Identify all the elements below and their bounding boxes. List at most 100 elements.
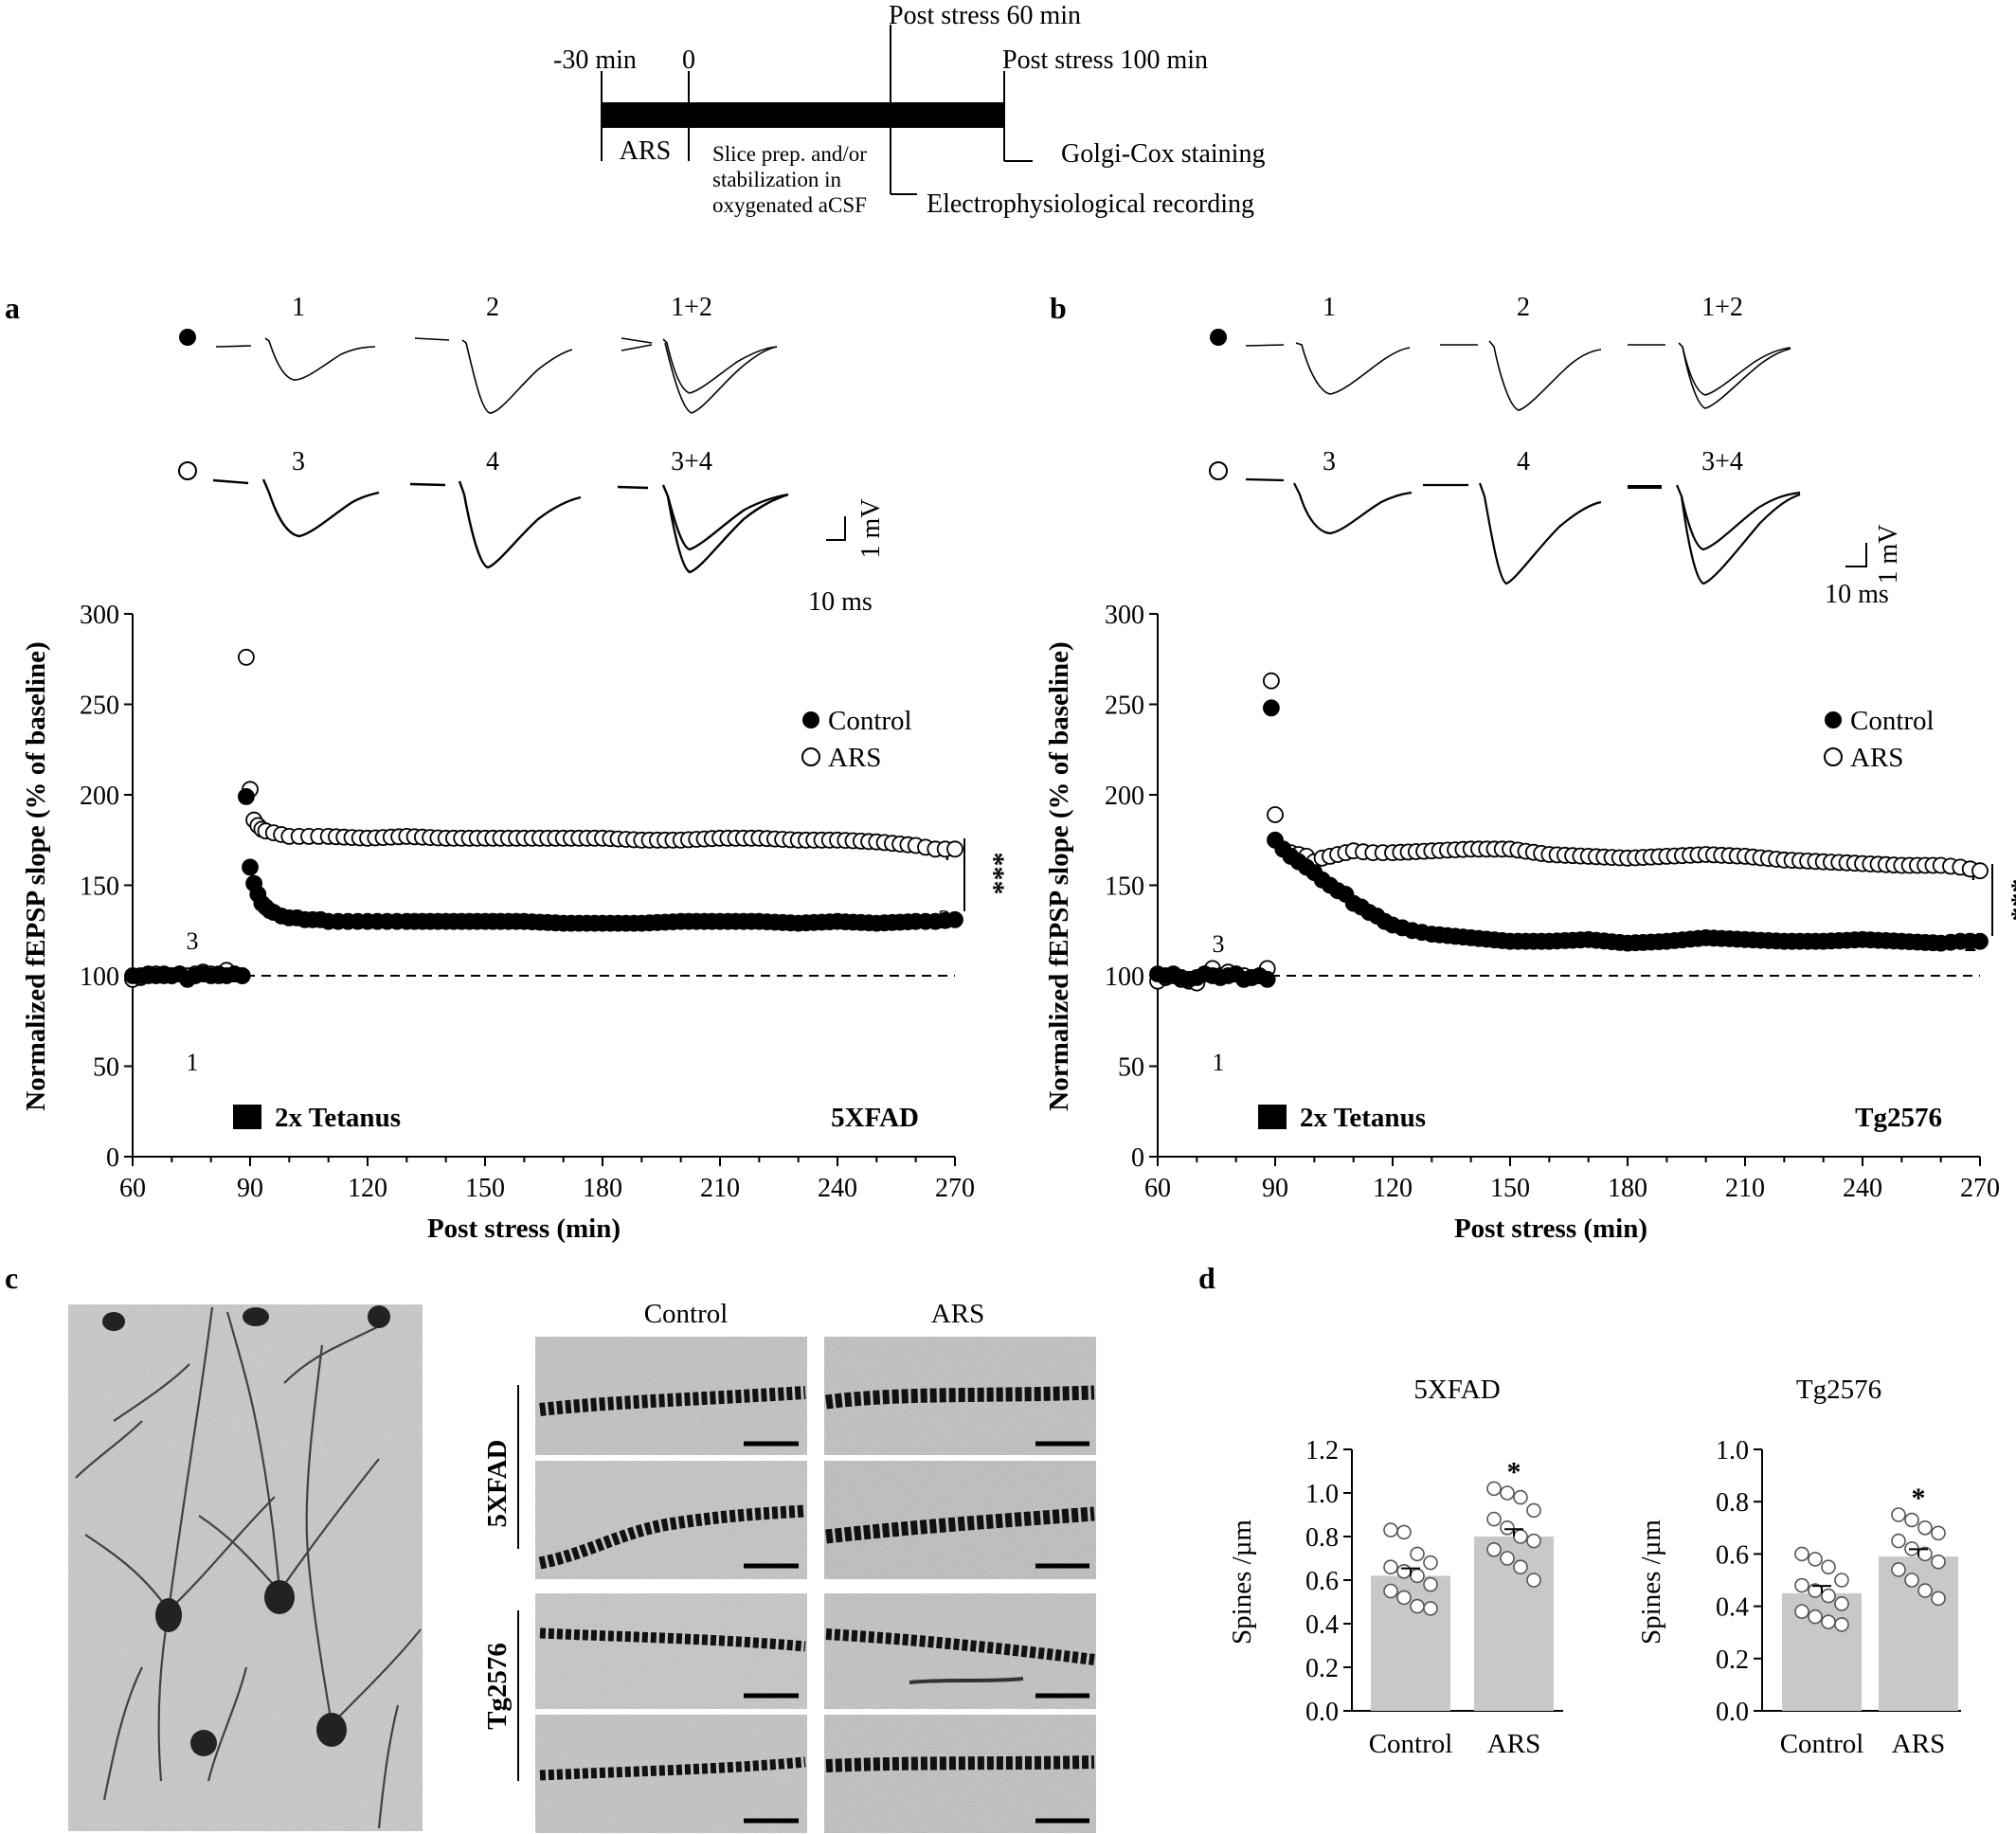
x-tick-label: 270: [1960, 1174, 2000, 1203]
timeline-label-100: Post stress 100 min: [1002, 45, 1208, 75]
category-label: Control: [1369, 1729, 1453, 1759]
individual-point: [1526, 1533, 1541, 1549]
fepsp-trace: [212, 478, 380, 538]
timeline-bar: [602, 102, 1004, 128]
x-tick-label: 90: [1262, 1174, 1288, 1203]
individual-point: [1917, 1583, 1933, 1598]
x-tick-label: 90: [237, 1174, 263, 1203]
individual-point: [1396, 1590, 1412, 1606]
y-tick-label: 200: [1105, 782, 1144, 811]
individual-point: [1891, 1507, 1906, 1522]
golgi-row-5xfad: 5XFAD: [482, 1440, 513, 1528]
y-tick-label: 0.2: [1716, 1645, 1749, 1675]
individual-point: [1904, 1512, 1919, 1528]
spine-density-chart-5xfad: 5XFAD Spines /µm 0.0 0.2 0.4 0.6 0.8 1.0 1.2 Co…: [1227, 1375, 1563, 1759]
individual-point: [1383, 1583, 1398, 1599]
individual-point: [1383, 1559, 1398, 1574]
significance-marker: ***: [979, 853, 1010, 895]
fepsp-trace: [621, 337, 778, 394]
timeline-golgi-label: Golgi-Cox staining: [1061, 139, 1265, 169]
legend-control-marker: [1825, 711, 1842, 728]
control-point: [242, 858, 259, 876]
trace-label-4: 4: [486, 447, 499, 476]
y-tick-label: 1.0: [1305, 1480, 1339, 1509]
individual-point: [1808, 1552, 1823, 1567]
x-tick-label: 210: [700, 1174, 740, 1203]
trace-label-2: 2: [1517, 293, 1530, 322]
trace-label-2: 2: [486, 293, 499, 322]
golgi-panel: Control ARS 5XFAD Tg2576: [68, 1299, 1096, 1833]
individual-point: [1423, 1601, 1438, 1616]
individual-point: [1834, 1617, 1849, 1632]
individual-point: [1486, 1481, 1502, 1497]
y-tick-label: 0.4: [1305, 1610, 1339, 1640]
point-label-3: 3: [187, 927, 199, 955]
individual-point: [1410, 1568, 1425, 1584]
golgi-row-tg2576: Tg2576: [482, 1643, 513, 1730]
bar: [1474, 1537, 1554, 1711]
y-tick-label: 0.8: [1305, 1523, 1339, 1553]
significance-marker: *: [1507, 1456, 1521, 1487]
point-label-3: 3: [1213, 930, 1225, 958]
traces-panel-a: 1 2 1+2 3 4 3+4 1 mV 10 ms: [178, 293, 886, 617]
control-point: [1263, 699, 1280, 717]
trace-label-3plus4: 3+4: [1701, 447, 1743, 476]
scale-bar-ms-label: 10 ms: [808, 587, 873, 617]
x-tick-label: 150: [465, 1174, 505, 1203]
y-tick-label: 150: [80, 872, 119, 902]
trace-label-3: 3: [1323, 447, 1336, 476]
individual-point: [1931, 1591, 1946, 1607]
individual-point: [1513, 1559, 1528, 1574]
y-tick-label: 0: [106, 1143, 119, 1173]
spine-density-chart-tg2576: Tg2576 Spines /µm 0.0 0.2 0.4 0.6 0.8 1.0 Cont…: [1636, 1375, 1961, 1759]
individual-point: [1500, 1520, 1515, 1536]
x-tick-label: 150: [1490, 1174, 1530, 1203]
x-tick-label: 240: [818, 1174, 857, 1203]
dendrite-image: [535, 1715, 807, 1833]
fepsp-trace: [1245, 477, 1413, 535]
dendrite-image: [824, 1461, 1096, 1579]
dendrite-image: [824, 1593, 1096, 1709]
individual-point: [1794, 1546, 1809, 1562]
y-tick-label: 50: [93, 1053, 119, 1083]
ars-point: [946, 840, 963, 858]
golgi-col-control: Control: [644, 1299, 729, 1329]
dendrite-image: [535, 1593, 807, 1709]
individual-point: [1526, 1573, 1541, 1588]
x-tick-label: 270: [935, 1174, 975, 1203]
y-axis-label: Spines /µm: [1636, 1519, 1666, 1645]
individual-point: [1526, 1502, 1541, 1519]
legend-ars-marker: [801, 747, 820, 766]
scale-bar-mv-label: 1 mV: [856, 499, 886, 559]
error-bar: [1401, 1567, 1420, 1576]
y-tick-label: 0.0: [1305, 1698, 1339, 1727]
tetanus-marker: [233, 1105, 261, 1129]
fepsp-trace: [666, 493, 789, 574]
panel-letter-d: d: [1198, 1261, 1215, 1295]
ars-point: [237, 648, 255, 666]
individual-point: [1410, 1598, 1425, 1614]
error-bar: [1909, 1548, 1928, 1557]
individual-point: [1513, 1529, 1528, 1544]
timeline: -30 min 0 Post stress 60 min Post stress…: [553, 1, 1265, 219]
individual-point: [1486, 1511, 1502, 1527]
y-tick-label: 0.0: [1716, 1698, 1749, 1727]
trace-label-1: 1: [292, 293, 305, 322]
ltp-chart-tg2576: Normalized fEPSP slope (% of baseline) P…: [1044, 601, 2016, 1244]
x-tick-label: 60: [119, 1174, 146, 1203]
individual-point: [1500, 1485, 1515, 1501]
timeline-ephys-label: Electrophysiological recording: [927, 189, 1254, 219]
individual-point: [1891, 1533, 1906, 1549]
significance-marker: *: [1912, 1483, 1926, 1514]
individual-point: [1821, 1614, 1836, 1629]
neuron-micrograph: [68, 1304, 423, 1831]
timeline-label-start: -30 min: [553, 45, 637, 75]
control-point: [233, 967, 251, 984]
individual-point: [1423, 1555, 1438, 1571]
golgi-col-ars: ARS: [931, 1299, 984, 1329]
x-tick-label: 120: [1373, 1174, 1413, 1203]
scale-bar: [1845, 543, 1867, 567]
timeline-slice-prep-3: oxygenated aCSF: [712, 193, 867, 217]
strain-annotation: 5XFAD: [831, 1103, 919, 1133]
individual-point: [1808, 1609, 1823, 1625]
